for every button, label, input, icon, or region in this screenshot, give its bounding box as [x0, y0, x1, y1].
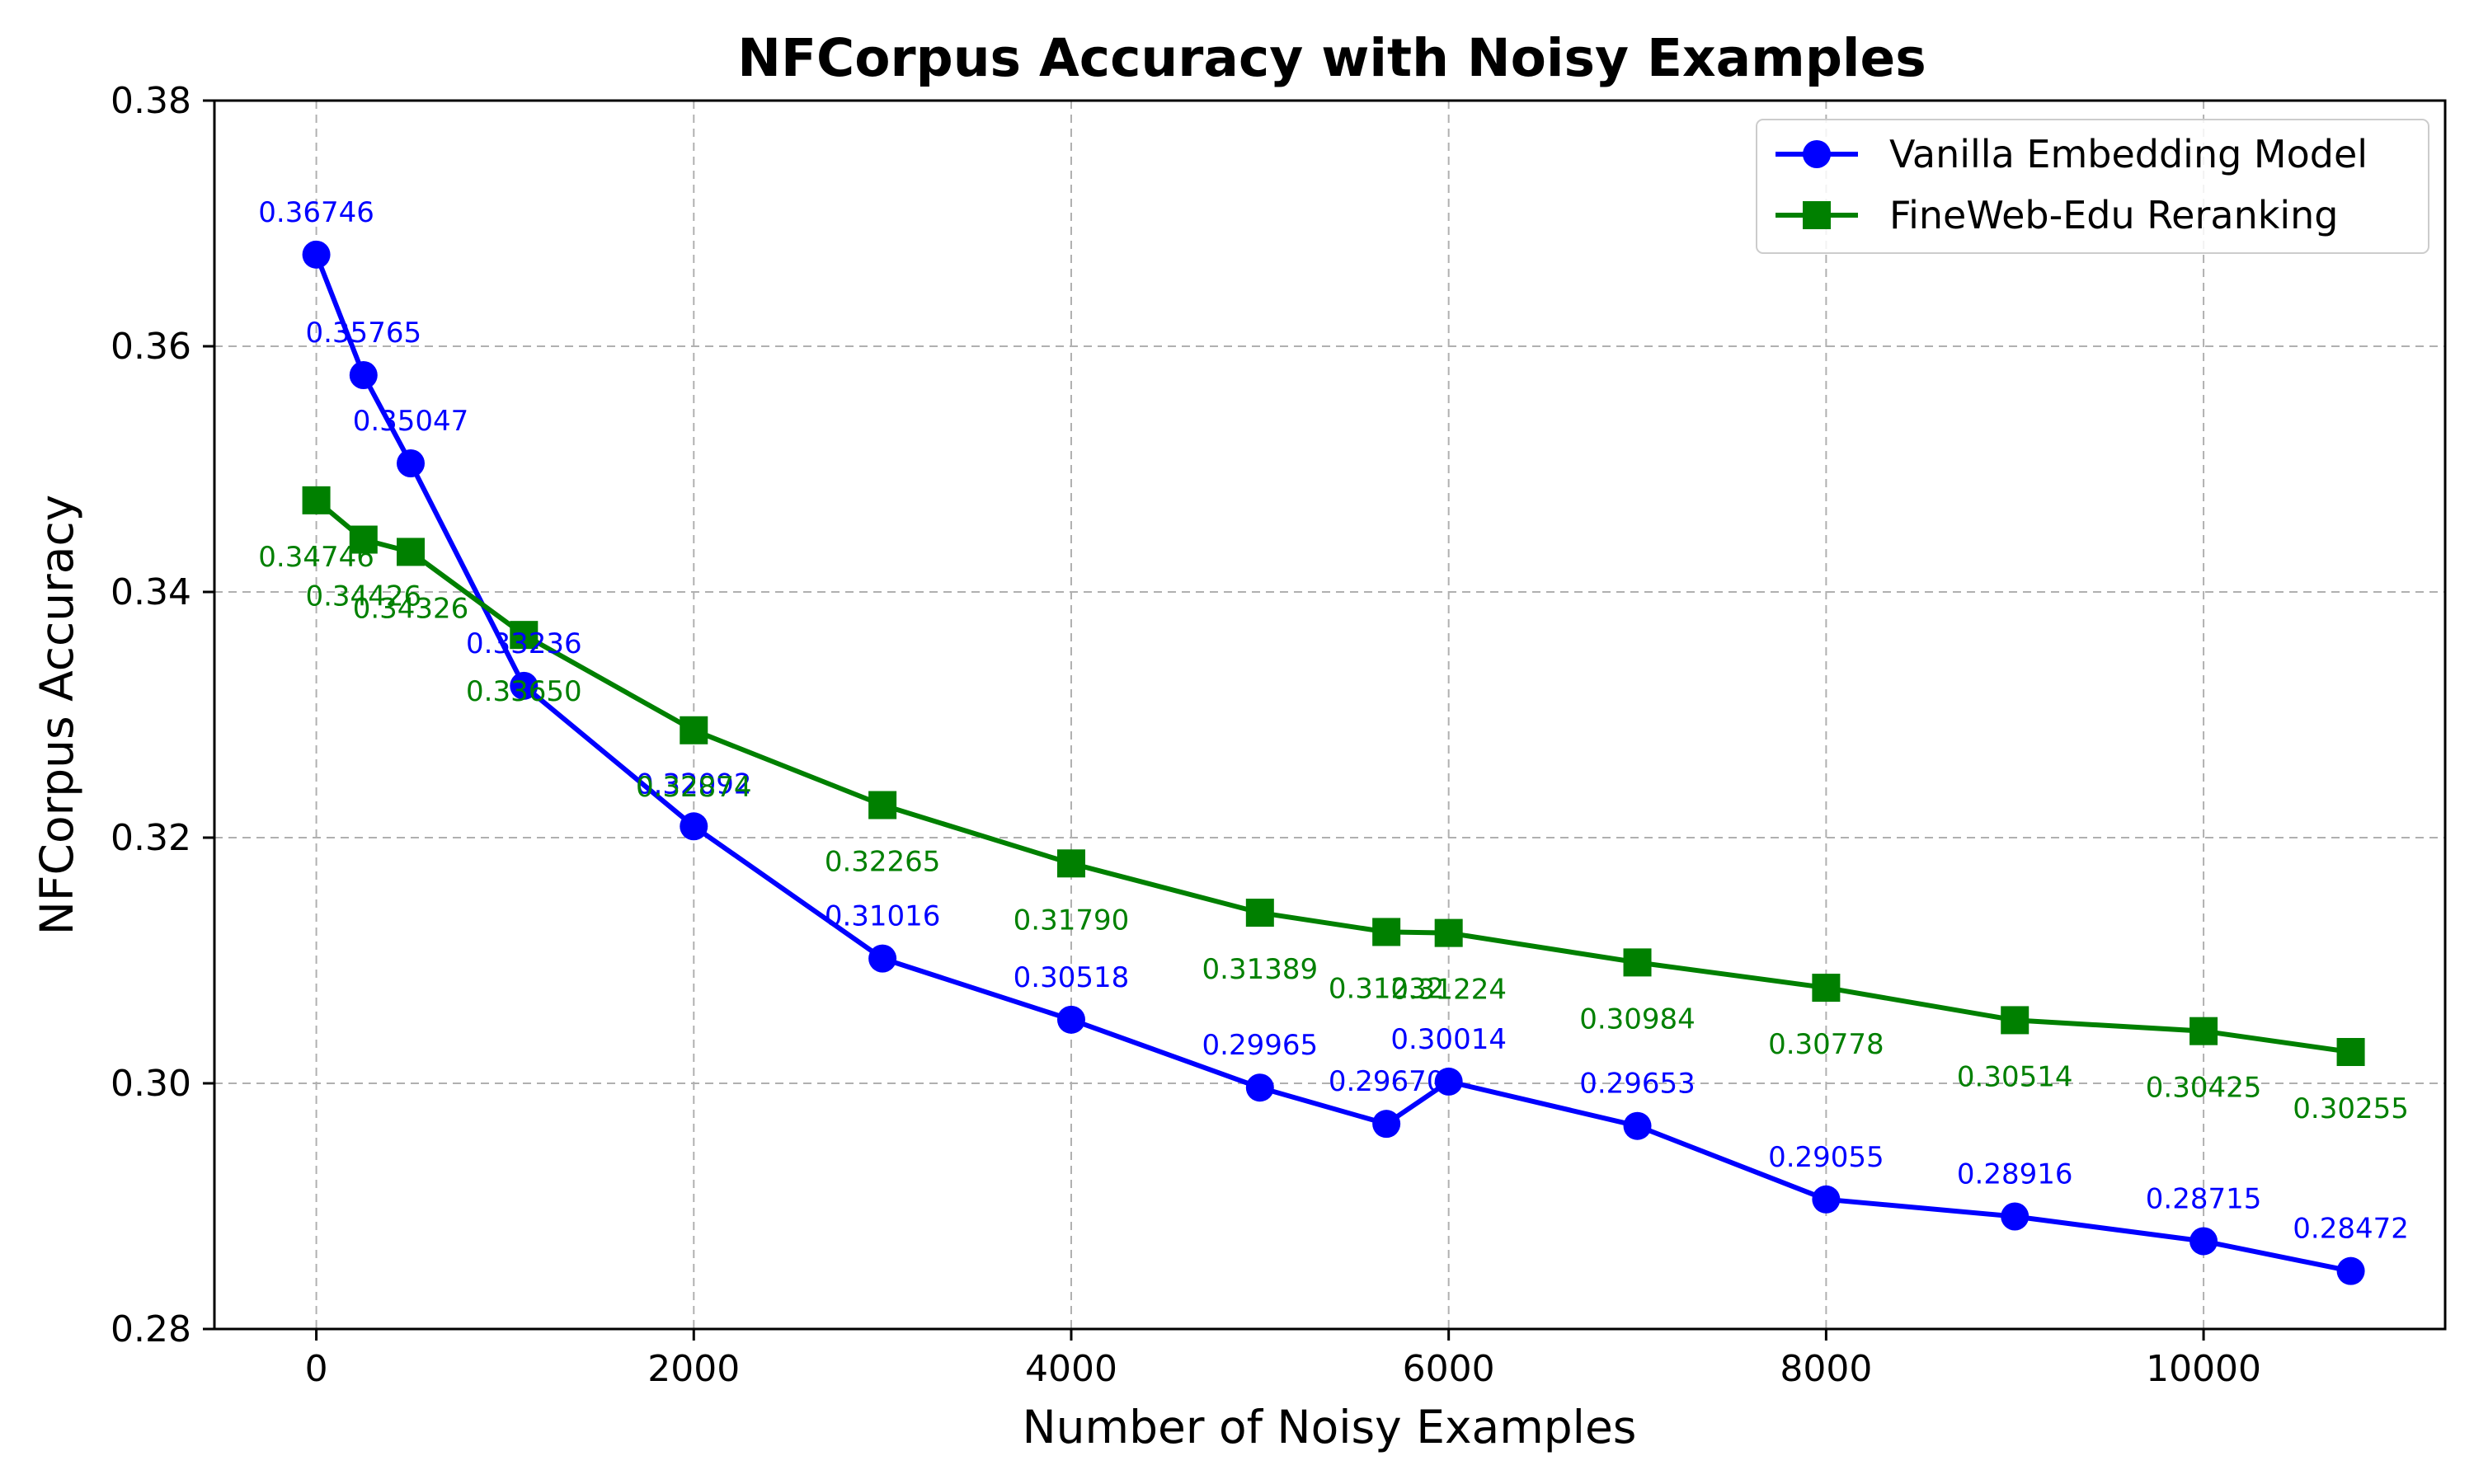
- x-tick-label: 6000: [1403, 1348, 1495, 1390]
- x-tick-label: 8000: [1780, 1348, 1872, 1390]
- data-label-vanilla: 0.36746: [258, 196, 374, 229]
- data-point-fineweb: [868, 791, 897, 819]
- data-point-fineweb: [2001, 1006, 2030, 1035]
- data-label-fineweb: 0.31790: [1014, 904, 1130, 937]
- data-point-vanilla: [349, 361, 378, 390]
- data-point-vanilla: [1812, 1185, 1841, 1214]
- data-label-vanilla: 0.30518: [1014, 961, 1130, 994]
- data-label-vanilla: 0.29965: [1202, 1029, 1319, 1062]
- data-label-fineweb: 0.30255: [2293, 1092, 2409, 1125]
- data-point-vanilla: [1434, 1067, 1463, 1096]
- data-label-fineweb: 0.34746: [258, 541, 374, 574]
- data-point-vanilla: [1245, 1073, 1274, 1102]
- x-axis-label: Number of Noisy Examples: [1023, 1401, 1637, 1453]
- y-tick-label: 0.34: [111, 571, 191, 613]
- data-label-vanilla: 0.30014: [1390, 1023, 1507, 1056]
- legend-marker-fineweb: [1803, 201, 1831, 229]
- y-axis-label: NFCorpus Accuracy: [31, 495, 83, 935]
- data-point-vanilla: [2189, 1227, 2218, 1256]
- data-point-vanilla: [397, 448, 426, 477]
- data-label-vanilla: 0.32092: [636, 768, 752, 801]
- data-point-fineweb: [397, 538, 426, 566]
- data-label-fineweb: 0.30778: [1768, 1028, 1884, 1061]
- data-label-vanilla: 0.35765: [305, 317, 421, 350]
- data-point-vanilla: [2336, 1256, 2365, 1285]
- data-point-fineweb: [2336, 1038, 2365, 1067]
- data-label-vanilla: 0.33236: [466, 627, 582, 660]
- data-label-vanilla: 0.35047: [353, 405, 469, 438]
- data-point-vanilla: [868, 944, 897, 973]
- data-label-fineweb: 0.31389: [1202, 953, 1319, 986]
- data-label-vanilla: 0.29055: [1768, 1141, 1884, 1174]
- data-point-fineweb: [1812, 974, 1841, 1003]
- data-label-vanilla: 0.28715: [2146, 1182, 2262, 1215]
- data-point-fineweb: [510, 621, 539, 650]
- data-label-fineweb: 0.30984: [1579, 1003, 1696, 1036]
- y-tick-label: 0.30: [111, 1063, 191, 1105]
- chart-legend: Vanilla Embedding Model FineWeb-Edu Rera…: [1756, 119, 2429, 254]
- data-label-fineweb: 0.32265: [825, 846, 941, 879]
- data-point-vanilla: [680, 812, 708, 841]
- data-label-fineweb: 0.31232: [1329, 972, 1445, 1005]
- legend-frame: [1756, 119, 2429, 254]
- chart-title: NFCorpus Accuracy with Noisy Examples: [737, 28, 1926, 88]
- data-label-vanilla: 0.28472: [2293, 1213, 2409, 1246]
- y-tick-label: 0.38: [111, 80, 191, 122]
- plot-frame: [213, 99, 2447, 1331]
- data-label-fineweb: 0.34326: [353, 592, 469, 625]
- x-axis-ticks: 0 2000 4000 6000 8000 10000: [305, 1329, 2261, 1390]
- data-label-vanilla: 0.29653: [1579, 1068, 1696, 1101]
- y-tick-label: 0.28: [111, 1308, 191, 1350]
- data-point-fineweb: [1056, 849, 1085, 878]
- data-point-vanilla: [2001, 1202, 2030, 1231]
- data-label-fineweb: 0.34426: [305, 580, 421, 613]
- series-line-vanilla: [313, 253, 2352, 1274]
- data-label-fineweb: 0.30514: [1957, 1060, 2073, 1093]
- series-layer: [302, 240, 2365, 1285]
- x-tick-label: 2000: [647, 1348, 740, 1390]
- data-point-vanilla: [302, 240, 331, 269]
- data-point-vanilla: [1623, 1111, 1652, 1140]
- data-point-fineweb: [2189, 1017, 2218, 1045]
- data-point-vanilla: [1372, 1110, 1401, 1139]
- data-point-fineweb: [680, 716, 708, 744]
- x-tick-label: 10000: [2146, 1348, 2261, 1390]
- data-label-fineweb: 0.30425: [2146, 1072, 2262, 1105]
- data-point-fineweb: [349, 525, 378, 554]
- data-point-fineweb: [1623, 948, 1652, 977]
- data-label-fineweb: 0.31224: [1390, 974, 1507, 1007]
- legend-entry-vanilla: Vanilla Embedding Model: [1889, 132, 2368, 176]
- data-point-vanilla: [1056, 1005, 1085, 1034]
- data-point-vanilla: [510, 671, 539, 700]
- legend-marker-vanilla: [1803, 140, 1831, 168]
- data-label-fineweb: 0.32874: [636, 771, 752, 804]
- grid-lines: [214, 100, 2445, 1330]
- data-label-vanilla: 0.31016: [825, 900, 941, 933]
- y-axis-ticks: 0.28 0.30 0.32 0.34 0.36 0.38: [111, 80, 214, 1350]
- data-point-fineweb: [1245, 899, 1274, 928]
- data-point-fineweb: [1372, 918, 1401, 946]
- series-line-fineweb: [314, 498, 2351, 1054]
- data-point-fineweb: [1434, 918, 1463, 947]
- y-tick-label: 0.32: [111, 817, 191, 859]
- x-tick-label: 0: [305, 1348, 328, 1390]
- data-label-vanilla: 0.29670: [1329, 1065, 1445, 1098]
- x-tick-label: 4000: [1025, 1348, 1117, 1390]
- data-labels: 0.36746 0.35765 0.35047 0.33236 0.32092 0.310…: [258, 196, 2409, 1246]
- legend-entry-fineweb: FineWeb-Edu Reranking: [1889, 193, 2339, 237]
- data-point-fineweb: [302, 486, 331, 514]
- data-label-vanilla: 0.28916: [1957, 1158, 2073, 1191]
- data-label-fineweb: 0.33650: [466, 675, 582, 708]
- y-tick-label: 0.36: [111, 326, 191, 368]
